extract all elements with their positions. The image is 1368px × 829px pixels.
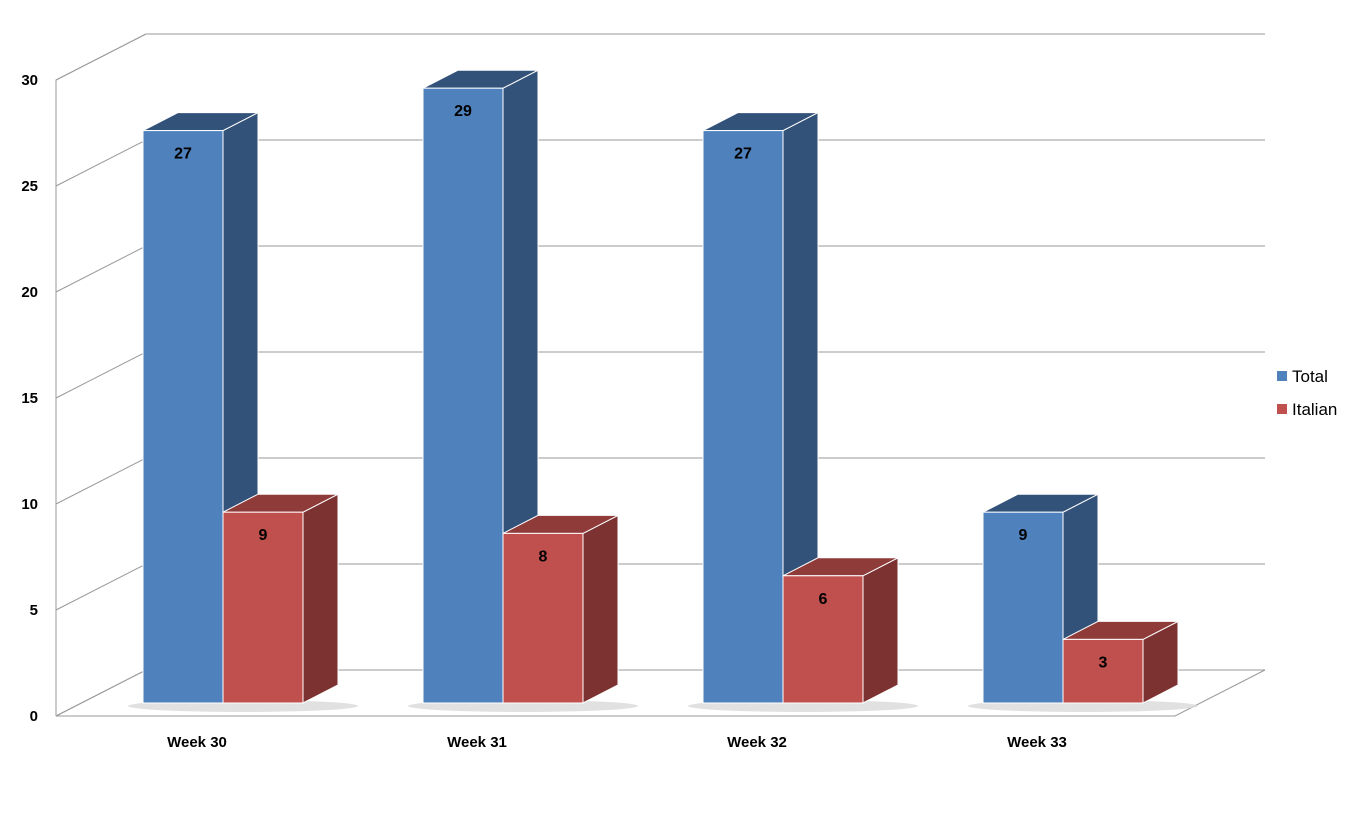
y-tick-label: 0 — [30, 708, 38, 725]
x-tick-label: Week 30 — [167, 734, 227, 751]
legend-label: Total — [1292, 367, 1328, 386]
bar — [502, 532, 584, 704]
bar — [982, 511, 1064, 704]
y-axis: 0 5 10 15 20 25 30 — [21, 72, 38, 725]
bar-side — [862, 556, 899, 704]
bar-side — [302, 493, 339, 704]
data-label: 8 — [539, 548, 548, 565]
data-label: 29 — [454, 103, 472, 120]
data-label: 6 — [819, 591, 828, 608]
x-tick-label: Week 32 — [727, 734, 787, 751]
legend-swatch — [1277, 371, 1287, 381]
bar — [702, 130, 784, 704]
x-tick-label: Week 33 — [1007, 734, 1067, 751]
data-label: 9 — [259, 527, 268, 544]
bar — [1062, 638, 1144, 704]
legend: Total Italian — [1277, 367, 1337, 419]
bar-side — [582, 514, 619, 704]
data-label: 27 — [734, 146, 752, 163]
bar — [142, 130, 224, 704]
gridline — [55, 33, 1265, 81]
legend-label: Italian — [1292, 400, 1337, 419]
bar — [222, 511, 304, 704]
x-tick-label: Week 31 — [447, 734, 507, 751]
y-tick-label: 5 — [30, 602, 38, 619]
y-tick-label: 20 — [21, 284, 38, 301]
y-tick-label: 15 — [21, 390, 38, 407]
y-tick-label: 10 — [21, 496, 38, 513]
data-label: 27 — [174, 146, 192, 163]
legend-swatch — [1277, 404, 1287, 414]
y-tick-label: 25 — [21, 178, 38, 195]
bar — [782, 575, 864, 704]
bar — [422, 87, 504, 704]
data-label: 3 — [1099, 654, 1108, 671]
y-tick-label: 30 — [21, 72, 38, 89]
x-axis: Week 30 Week 31 Week 32 Week 33 — [167, 734, 1067, 751]
data-label: 9 — [1019, 527, 1028, 544]
bars: 27 9 29 8 27 6 9 3 — [128, 69, 1198, 712]
